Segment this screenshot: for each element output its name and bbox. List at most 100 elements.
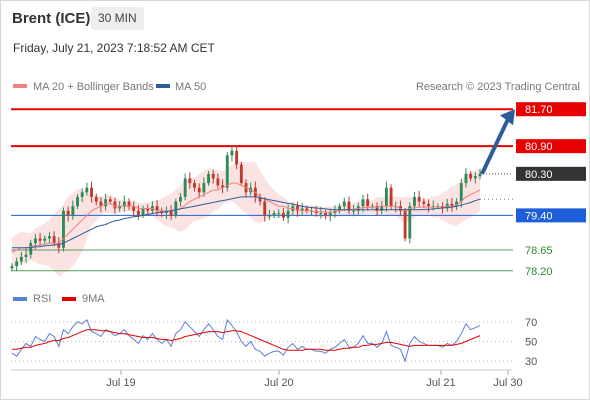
candle-body [422,201,426,204]
instrument-title: Brent (ICE) [12,10,91,27]
candle-body [57,243,61,248]
projection-arrow-shaft [480,118,510,175]
candle-body [263,201,267,216]
candle-body [277,213,281,215]
support-label-4: 78.65 [525,245,553,257]
candle-body [188,178,192,184]
candle-body [94,196,98,202]
candle-body [403,210,407,239]
candle-body [122,201,126,207]
candle-body [464,173,468,184]
candle-body [361,199,365,207]
candle-body [62,210,65,248]
candle-body [146,208,150,211]
candle-body [338,206,342,211]
copyright-text: Research © 2023 Trading Central [416,81,580,93]
candle-body [71,206,75,216]
candle-body [300,208,304,211]
candle-body [202,183,206,193]
candle-body [239,164,243,184]
rsi-legend-swatch [13,297,27,301]
candle-body [15,261,19,267]
chart-datetime: Friday, July 21, 2023 7:18:52 AM CET [13,41,215,55]
projection-arrow-head [500,109,515,126]
x-tick-label-3: Jul 30 [493,377,522,389]
candle-body [169,210,173,216]
ma20-legend-swatch [13,84,27,88]
timeframe-button[interactable]: 30 MIN [91,7,144,30]
candle-body [118,206,122,209]
candle-body [450,203,454,207]
candle-body [427,203,430,207]
candle-body [272,213,276,216]
candle-body [347,201,351,211]
candle-body [469,173,473,179]
resistance-tag-1 [516,139,586,154]
rsi-tick-label-2: 30 [525,356,537,368]
candle-body [24,254,28,257]
candle-body [319,213,323,215]
candle-body [132,206,136,211]
candle-body [179,196,182,202]
ma20-legend-label: MA 20 + Bollinger Bands [33,81,154,93]
x-tick-label-2: Jul 21 [426,377,455,389]
resistance-tag-0 [516,102,586,117]
rsi-ma-line [12,329,481,351]
candle-body [211,173,215,179]
rsi-tick-label-1: 50 [525,336,537,348]
candle-body [99,201,103,207]
candle-body [366,199,370,207]
rsi-legend-label: RSI [33,293,51,305]
candle-body [258,196,262,202]
candle-body [29,243,33,255]
candle-body [38,238,42,241]
candle-body [183,178,187,197]
candle-body [296,206,299,211]
x-tick-label-0: Jul 19 [106,377,135,389]
x-tick-label-1: Jul 20 [264,377,293,389]
candle-body [43,238,47,241]
candle-body [136,210,140,216]
last-price-tag [516,166,586,181]
candle-body [127,201,131,207]
candle-body [413,196,416,207]
candle-body [235,150,239,165]
candle-body [76,196,79,207]
rsi-line [11,318,481,363]
candle-body [478,173,482,177]
last-price-label: 80.30 [525,169,553,181]
candle-body [230,150,234,156]
candle-body [85,187,89,193]
candle-body [380,206,384,211]
rsi-ma-legend-label: 9MA [82,293,105,305]
ma50-line [12,196,481,249]
candle-body [113,201,117,209]
candle-body [342,201,346,207]
price-panel: 81.70 80.90 80.30 79.40 78.65 78.20 [10,102,586,278]
candle-body [441,206,444,209]
candle-body [389,187,393,207]
candle-body [48,236,51,239]
candle-body [473,176,477,179]
candle-body [455,201,459,207]
candle-body [193,183,196,188]
candle-body [174,201,178,216]
candle-body [225,155,229,188]
candle-body [19,256,23,262]
candle-body [141,208,145,216]
resistance-label-0: 81.70 [525,104,553,116]
pivot-tag [516,208,586,223]
candle-body [10,266,14,269]
candle-body [328,213,332,216]
candle-body [80,192,84,197]
ma20-line [11,182,481,253]
x-axis: Jul 19 Jul 20 Jul 21 Jul 30 [106,370,523,389]
candle-body [375,206,379,211]
candle-body [197,187,201,193]
candle-body [267,215,271,217]
pivot-label: 79.40 [525,210,553,222]
candle-body [408,206,412,239]
candle-body [33,238,37,244]
candle-body [282,213,285,218]
